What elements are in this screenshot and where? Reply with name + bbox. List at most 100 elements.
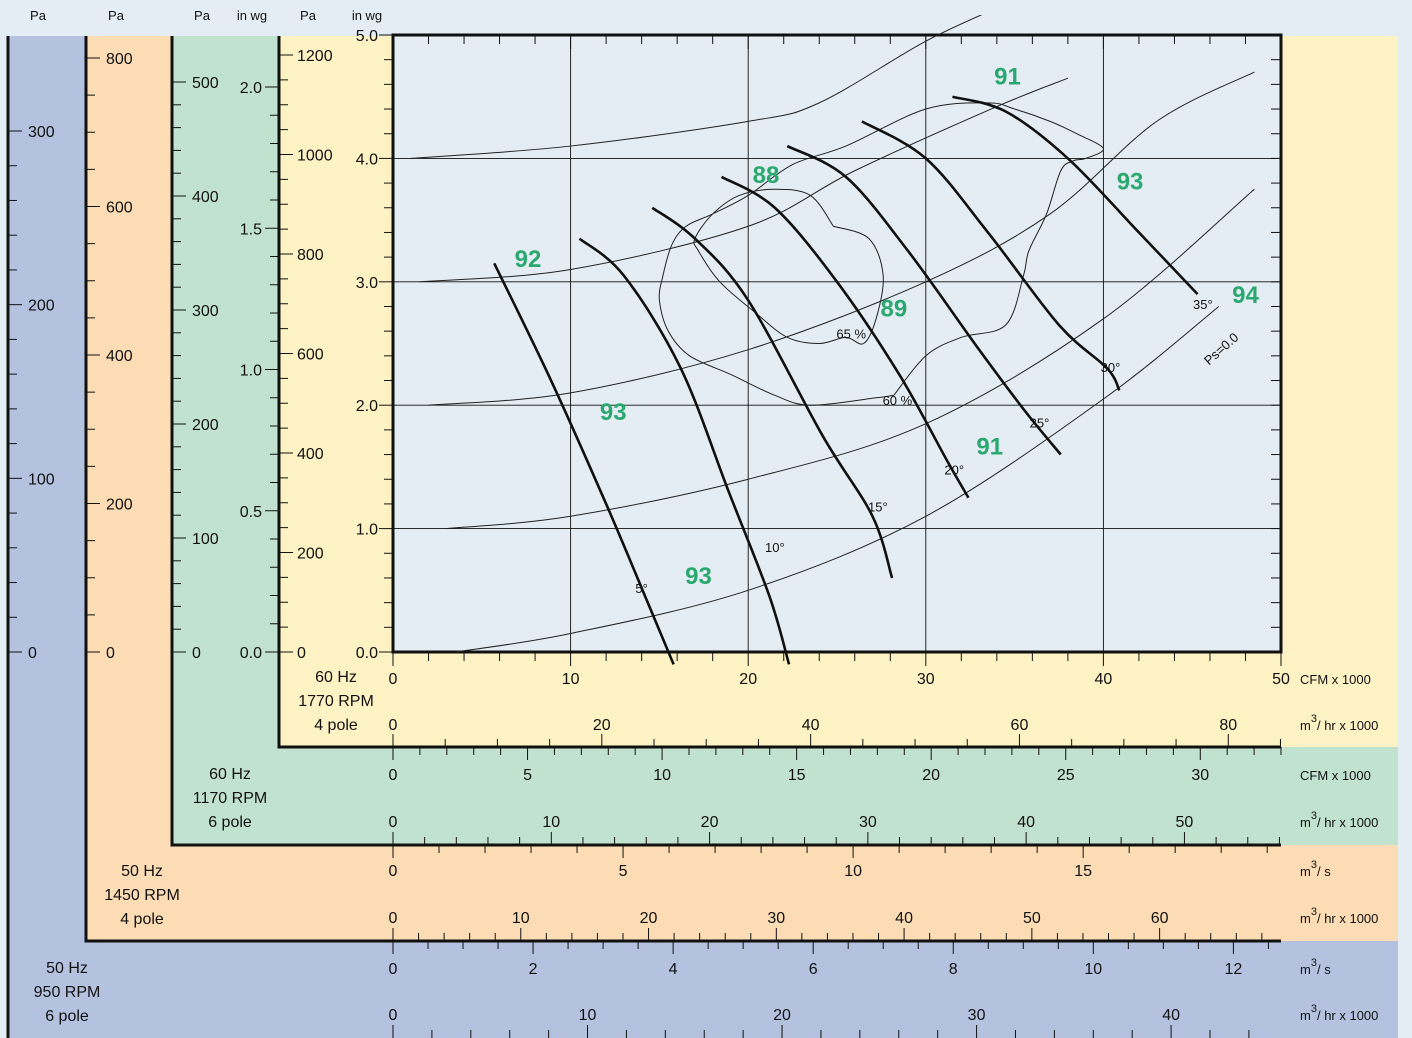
- pressure-tick-label: 800: [297, 247, 324, 264]
- panel-speed-label: 60 Hz: [315, 669, 357, 686]
- pressure-tick-label: 1200: [297, 48, 333, 65]
- blade-curve: [861, 120, 1121, 392]
- flow-tick-label: 40: [802, 717, 820, 734]
- flow-panel-2: 50 Hz 1450 RPM 4 pole 0 5 10 15 m3/ s 0 10 20 30 40 5…: [104, 845, 1378, 941]
- efficiency-value-label: 94: [1232, 282, 1259, 309]
- flow-tick-label: 0: [389, 910, 398, 927]
- panel-speed-label: 1170 RPM: [193, 790, 267, 807]
- pressure-tick-label: 0: [28, 645, 37, 662]
- pressure-tick-label: 0.5: [240, 504, 262, 521]
- pressure-tick-label: 5.0: [356, 28, 378, 45]
- blade-angle-label: 35°: [1193, 297, 1213, 312]
- blade-angle-label: 5°: [635, 581, 647, 596]
- blade-curve: [578, 237, 791, 665]
- flow-panel-0: 60 Hz 1770 RPM 4 pole 0 10 20 30 40 50 CFM x 1000…: [298, 669, 1378, 747]
- system-curve: [410, 15, 983, 159]
- efficiency-value-label: 93: [1117, 168, 1144, 195]
- blade-angle-curves: [493, 95, 1199, 665]
- contour-label: 60 %: [883, 393, 913, 408]
- flow-tick-label: 0: [389, 863, 398, 880]
- pressure-tick-label: 200: [192, 417, 219, 434]
- flow-tick-label: 4: [669, 961, 678, 978]
- flow-tick-label: 25: [1057, 767, 1075, 784]
- efficiency-value-label: 93: [600, 399, 627, 426]
- efficiency-value-label: 88: [753, 162, 780, 189]
- flow-scale-2-0: 0 5 10 15 m3/ s: [389, 845, 1331, 880]
- pressure-axis-0: Pa 0 100 200 300: [8, 8, 55, 662]
- pressure-axis-2: Pa 0 100 200 300 400 500: [172, 8, 219, 662]
- flow-tick-label: 20: [701, 814, 719, 831]
- flow-tick-label: 20: [640, 910, 658, 927]
- pressure-tick-label: 1.0: [356, 522, 378, 539]
- flow-unit-label: m3/ hr x 1000: [1300, 713, 1378, 733]
- pressure-tick-label: 0: [297, 645, 306, 662]
- contour-label: 65 %: [836, 327, 866, 342]
- panel-speed-label: 950 RPM: [34, 984, 101, 1001]
- flow-tick-label: 60: [1151, 910, 1169, 927]
- pressure-tick-label: 2.0: [356, 398, 378, 415]
- pressure-tick-label: 0.0: [240, 645, 262, 662]
- pressure-tick-label: 200: [297, 546, 324, 563]
- pressure-axis-header: in wg: [237, 8, 267, 23]
- flow-tick-label: 0: [389, 1007, 398, 1024]
- flow-scale-1-0: 0 5 10 15 20 25 30 CFM x 1000: [389, 747, 1371, 784]
- flow-unit-label: m3/ hr x 1000: [1300, 1003, 1378, 1023]
- pressure-tick-label: 4.0: [356, 151, 378, 168]
- blade-angle-label: 25°: [1030, 415, 1050, 430]
- flow-tick-label: 50: [1176, 814, 1194, 831]
- flow-scale-2-1: 0 10 20 30 40 50 60 m3/ hr x 1000: [389, 906, 1378, 941]
- efficiency-value-label: 89: [880, 295, 907, 322]
- blade-angle-label: 15°: [868, 499, 888, 514]
- blade-curve: [493, 262, 675, 665]
- flow-tick-label: 30: [767, 910, 785, 927]
- flow-tick-label: 15: [1074, 863, 1092, 880]
- flow-tick-label: 10: [542, 814, 560, 831]
- pressure-axis-header: in wg: [352, 8, 382, 23]
- plot-area: [393, 35, 1281, 652]
- curve-labels: 91 88 93 92 94 89 93 91 93 5° 10° 15° 20° 25° 30° 35° 65…: [515, 63, 1260, 595]
- pressure-tick-label: 0: [106, 645, 115, 662]
- band-border-3: [277, 36, 1281, 749]
- blade-curve: [786, 144, 1062, 456]
- band-border-1: [84, 36, 1281, 943]
- pressure-tick-label: 1.5: [240, 221, 262, 238]
- flow-unit-label: m3/ s: [1300, 957, 1331, 977]
- pressure-tick-label: 300: [192, 303, 219, 320]
- flow-tick-label: 20: [739, 671, 757, 688]
- flow-unit-label: m3/ hr x 1000: [1300, 810, 1378, 830]
- pressure-tick-label: 1.0: [240, 363, 262, 380]
- panel-speed-label: 1770 RPM: [298, 693, 374, 710]
- flow-tick-label: 20: [593, 717, 611, 734]
- flow-tick-label: 0: [389, 767, 398, 784]
- flow-unit-label: m3/ s: [1300, 859, 1331, 879]
- flow-tick-label: 5: [523, 767, 532, 784]
- pressure-tick-label: 500: [192, 75, 219, 92]
- pressure-axis-header: Pa: [108, 8, 125, 23]
- efficiency-value-label: 91: [976, 434, 1003, 461]
- flow-tick-label: 40: [1017, 814, 1035, 831]
- flow-tick-label: 0: [389, 671, 398, 688]
- panel-speed-label: 1450 RPM: [104, 887, 180, 904]
- blade-curve: [720, 175, 970, 499]
- flow-tick-label: 6: [809, 961, 818, 978]
- pressure-tick-label: 400: [192, 189, 219, 206]
- flow-tick-label: 10: [512, 910, 530, 927]
- flow-tick-label: 10: [844, 863, 862, 880]
- flow-tick-label: 50: [1272, 671, 1290, 688]
- pressure-tick-label: 200: [106, 497, 133, 514]
- pressure-axis-header: Pa: [194, 8, 211, 23]
- pressure-tick-label: 200: [28, 298, 55, 315]
- pressure-axis-1: Pa 0 200 400 600 800: [86, 8, 133, 662]
- flow-tick-label: 30: [968, 1007, 986, 1024]
- blade-curve: [952, 95, 1199, 296]
- panel-speed-label: 60 Hz: [209, 766, 251, 783]
- pressure-tick-label: 2.0: [240, 80, 262, 97]
- flow-tick-label: 0: [389, 961, 398, 978]
- flow-unit-label: CFM x 1000: [1300, 768, 1371, 783]
- system-curve: [455, 306, 1220, 652]
- pressure-tick-label: 100: [28, 471, 55, 488]
- blade-angle-label: 30°: [1101, 360, 1121, 375]
- blade-curve: [651, 206, 894, 579]
- efficiency-value-label: 92: [515, 246, 542, 273]
